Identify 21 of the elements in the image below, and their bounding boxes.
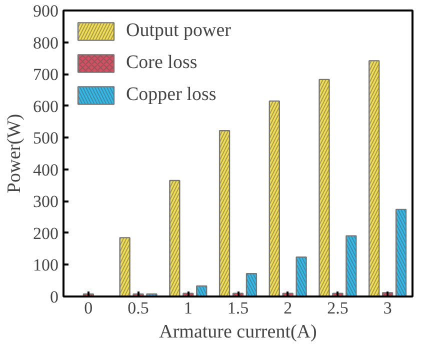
y-tick-label: 400 bbox=[33, 160, 58, 180]
x-tick-label: 2.5 bbox=[327, 298, 348, 318]
y-tick-label: 800 bbox=[33, 33, 58, 52]
x-axis-title: Armature current(A) bbox=[159, 322, 317, 342]
legend-label: Output power bbox=[126, 20, 232, 42]
y-tick-label: 500 bbox=[33, 128, 58, 148]
y-tick-label: 900 bbox=[33, 2, 58, 20]
x-tick-label: 3 bbox=[383, 298, 392, 318]
y-tick-label: 700 bbox=[33, 65, 58, 84]
y-axis-title: Power(W) bbox=[4, 114, 25, 194]
legend-label: Core loss bbox=[126, 52, 198, 74]
y-tick-label: 200 bbox=[33, 224, 58, 243]
x-tick-label: 0.5 bbox=[128, 298, 149, 318]
legend-label: Copper loss bbox=[126, 84, 216, 106]
x-tick-label: 1.5 bbox=[227, 298, 249, 318]
y-tick-label: 600 bbox=[33, 96, 58, 116]
y-tick-label: 300 bbox=[33, 192, 58, 212]
y-tick-label: 100 bbox=[33, 256, 58, 275]
x-tick-label: 1 bbox=[184, 298, 192, 318]
x-tick-label: 2 bbox=[284, 298, 292, 318]
x-tick-label: 0 bbox=[84, 298, 93, 318]
